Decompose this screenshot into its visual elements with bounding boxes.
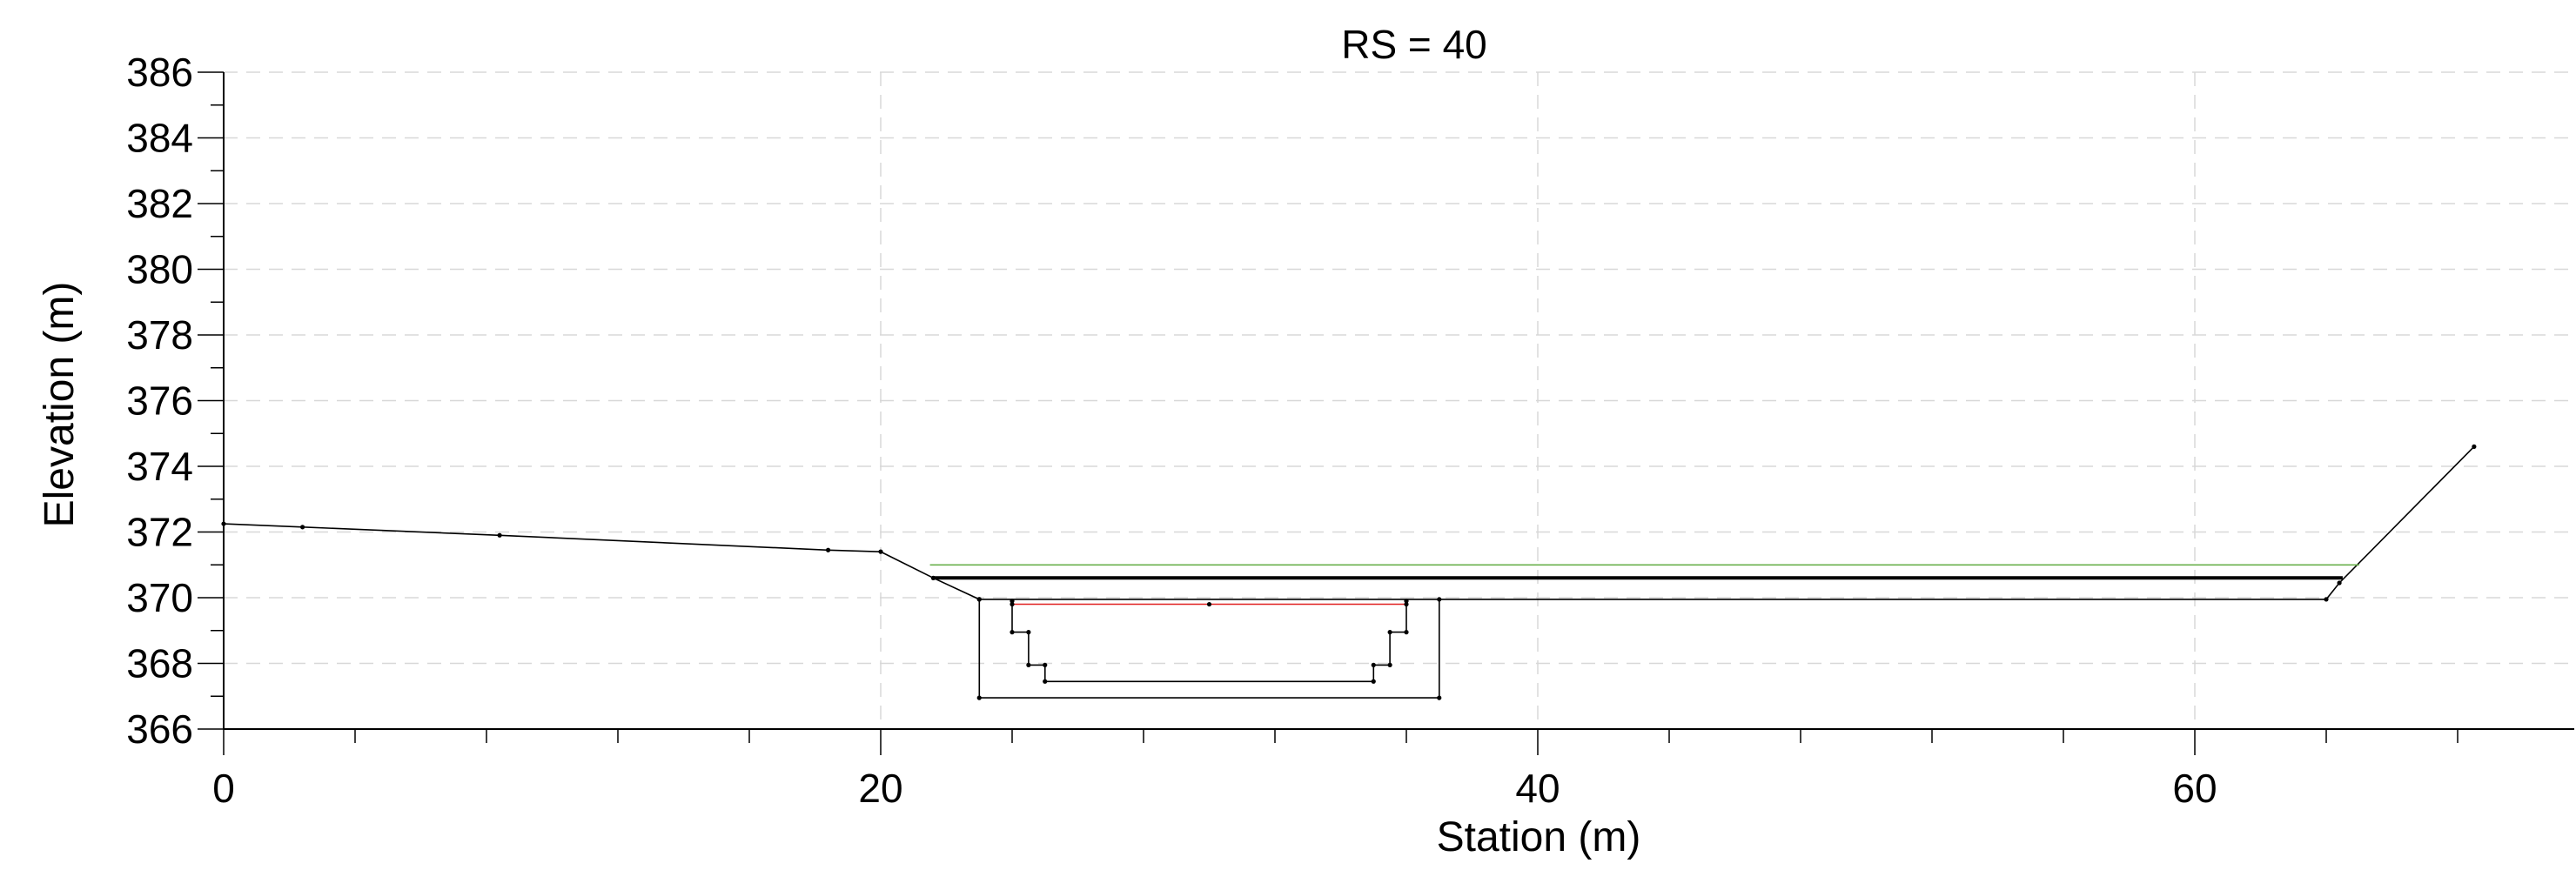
series-point (1437, 597, 1442, 602)
series-point (1206, 601, 1212, 607)
x-axis-title: Station (m) (1437, 814, 1641, 860)
y-tick-label: 386 (126, 50, 193, 95)
x-tick-label: 60 (2172, 766, 2217, 811)
series-point (1026, 630, 1031, 635)
series-point (1404, 599, 1409, 604)
series-point (1043, 662, 1048, 667)
y-tick-label: 380 (126, 247, 193, 292)
series-line-0 (223, 445, 2475, 600)
grid (224, 71, 2574, 729)
y-tick-label: 374 (126, 444, 193, 489)
series-point (826, 547, 831, 552)
series-point (1026, 662, 1031, 667)
y-tick-label: 382 (126, 181, 193, 226)
series-point (1437, 695, 1442, 700)
series-point (1371, 662, 1376, 667)
chart-title: RS = 40 (1341, 22, 1487, 67)
series-point (2324, 597, 2329, 602)
series-point (497, 532, 502, 538)
y-tick-label: 372 (126, 510, 193, 555)
x-tick-label: 0 (212, 766, 235, 811)
y-tick-label: 370 (126, 575, 193, 620)
series-point (976, 597, 982, 602)
series-point (300, 525, 305, 530)
series-point (2472, 444, 2477, 449)
series-point (1010, 630, 1015, 635)
y-tick-label: 378 (126, 312, 193, 358)
series-point (1387, 630, 1392, 635)
series-point (1010, 601, 1015, 607)
series-point (1387, 662, 1392, 667)
series-line-2 (1011, 600, 1407, 683)
series-point (1404, 630, 1409, 635)
y-axis-title: Elevation (m) (37, 282, 83, 528)
series-point (1404, 601, 1409, 607)
series-point (1043, 679, 1048, 684)
series-point (878, 549, 883, 554)
axes: 366 368 370 372 374 376 378 380 382 384 386 0 20 40 60 (126, 50, 2574, 811)
series-point (976, 695, 982, 700)
series-point (2337, 580, 2342, 586)
series-point (1010, 599, 1015, 604)
y-tick-label: 366 (126, 706, 193, 752)
y-tick-label: 376 (126, 378, 193, 424)
series-layer (221, 444, 2477, 700)
series-line-1 (978, 599, 1440, 699)
x-tick-label: 40 (1515, 766, 1560, 811)
x-tick-label: 20 (858, 766, 902, 811)
y-tick-label: 384 (126, 116, 193, 161)
series-point (1371, 679, 1376, 684)
series-point (221, 521, 226, 526)
y-tick-label: 368 (126, 641, 193, 686)
